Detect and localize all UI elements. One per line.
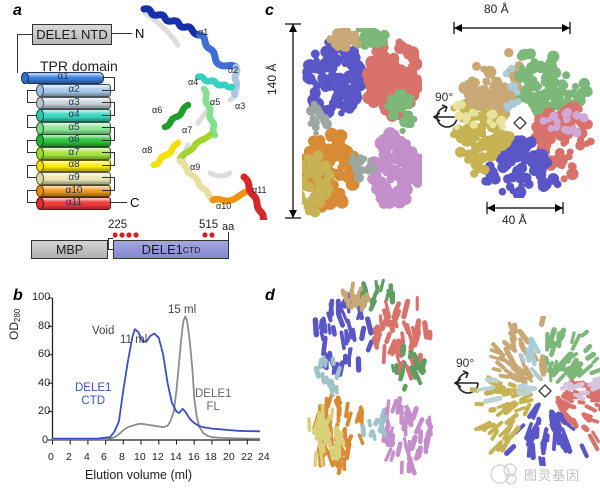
svg-text:α3: α3 (235, 101, 245, 111)
svg-text:α2: α2 (228, 65, 238, 75)
svg-text:α11: α11 (252, 185, 267, 195)
svg-text:α5: α5 (210, 97, 220, 107)
svg-text:α6: α6 (152, 105, 162, 115)
svg-text:α7: α7 (182, 125, 192, 135)
svg-text:α10: α10 (216, 201, 231, 211)
svg-text:α8: α8 (142, 145, 152, 155)
svg-text:α4: α4 (188, 77, 198, 87)
svg-text:α9: α9 (190, 162, 200, 172)
svg-text:α1: α1 (198, 27, 208, 37)
